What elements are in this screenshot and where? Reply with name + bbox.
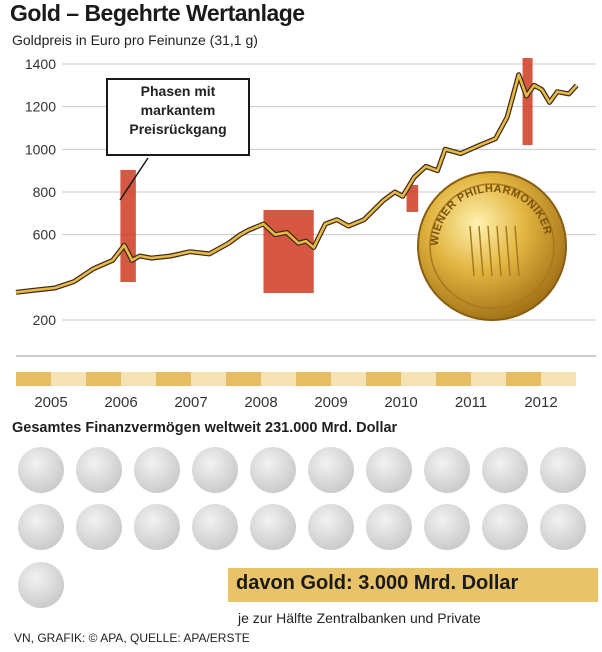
wealth-circle bbox=[424, 504, 470, 550]
year-band-light bbox=[51, 372, 86, 386]
year-band-light bbox=[401, 372, 436, 386]
chart-subtitle: Goldpreis in Euro pro Feinunze (31,1 g) bbox=[12, 32, 258, 48]
year-band-light bbox=[331, 372, 366, 386]
wealth-circle bbox=[482, 504, 528, 550]
x-tick-label: 2008 bbox=[244, 394, 277, 411]
y-tick-label: 200 bbox=[33, 312, 57, 328]
price-line bbox=[15, 73, 578, 294]
wealth-circle bbox=[250, 504, 296, 550]
wealth-circle bbox=[192, 447, 238, 493]
year-band-light bbox=[261, 372, 296, 386]
wealth-circle bbox=[308, 447, 354, 493]
x-tick-label: 2011 bbox=[455, 394, 487, 411]
annotation-line-3: Preisrückgang bbox=[129, 121, 227, 137]
wealth-circle bbox=[192, 504, 238, 550]
wealth-circle bbox=[366, 504, 412, 550]
year-band-dark bbox=[436, 372, 471, 386]
wealth-circle bbox=[76, 504, 122, 550]
x-tick-label: 2009 bbox=[314, 394, 347, 411]
coin-detail bbox=[487, 225, 493, 277]
y-tick-label: 1200 bbox=[25, 99, 56, 115]
x-tick-label: 2012 bbox=[524, 394, 557, 411]
year-band-light bbox=[191, 372, 226, 386]
wealth-circle bbox=[18, 562, 64, 608]
y-tick-label: 1400 bbox=[25, 56, 56, 72]
wealth-circle bbox=[482, 447, 528, 493]
x-tick-label: 2005 bbox=[34, 394, 67, 411]
coin-detail bbox=[496, 225, 502, 277]
gold-label-text: davon Gold: 3.000 Mrd. Dollar bbox=[236, 572, 519, 594]
decline-phase-bar bbox=[522, 58, 533, 145]
gold-coin bbox=[417, 171, 567, 321]
wealth-circle bbox=[424, 447, 470, 493]
wealth-circle bbox=[76, 447, 122, 493]
year-band-dark bbox=[16, 372, 51, 386]
coin-detail bbox=[478, 225, 484, 277]
decline-phase-bar bbox=[120, 170, 136, 282]
gold-label-box: davon Gold: 3.000 Mrd. Dollar bbox=[228, 568, 598, 602]
decline-phase-bar bbox=[263, 210, 314, 293]
wealth-circle bbox=[308, 504, 354, 550]
year-band-dark bbox=[226, 372, 261, 386]
year-band-dark bbox=[506, 372, 541, 386]
x-tick-label: 2007 bbox=[174, 394, 207, 411]
decline-phase-bar bbox=[406, 185, 419, 212]
year-band-light bbox=[541, 372, 576, 386]
section-title: Gesamtes Finanzvermögen weltweit 231.000… bbox=[12, 420, 398, 436]
year-band-dark bbox=[366, 372, 401, 386]
year-band-dark bbox=[296, 372, 331, 386]
coin-detail bbox=[514, 225, 520, 277]
wealth-icon-grid bbox=[18, 447, 586, 608]
wealth-circle bbox=[540, 504, 586, 550]
annotation-box: Phasen mit markantem Preisrückgang bbox=[106, 78, 250, 156]
chart-title: Gold – Begehrte Wertanlage bbox=[10, 0, 305, 26]
gold-note: je zur Hälfte Zentralbanken und Private bbox=[238, 610, 481, 626]
wealth-circle bbox=[250, 447, 296, 493]
wealth-circle bbox=[18, 504, 64, 550]
x-tick-label: 2010 bbox=[384, 394, 417, 411]
coin-detail bbox=[469, 225, 475, 277]
wealth-circle bbox=[18, 447, 64, 493]
coin-inner-ring bbox=[429, 183, 555, 309]
wealth-circle bbox=[540, 447, 586, 493]
coin-detail bbox=[505, 225, 511, 277]
wealth-circle bbox=[134, 504, 180, 550]
year-band-light bbox=[121, 372, 156, 386]
y-tick-label: 1000 bbox=[25, 141, 56, 157]
annotation-line-2: markantem bbox=[140, 102, 216, 118]
wealth-circle bbox=[134, 447, 180, 493]
year-band-light bbox=[471, 372, 506, 386]
annotation-pointer bbox=[119, 157, 149, 201]
year-band-dark bbox=[86, 372, 121, 386]
x-tick-label: 2006 bbox=[104, 394, 137, 411]
annotation-line-1: Phasen mit bbox=[140, 83, 216, 99]
y-tick-label: 800 bbox=[33, 184, 57, 200]
year-band-dark bbox=[156, 372, 191, 386]
wealth-circle bbox=[366, 447, 412, 493]
source-footer: VN, GRAFIK: © APA, QUELLE: APA/ERSTE bbox=[14, 631, 250, 645]
y-tick-label: 600 bbox=[33, 227, 57, 243]
